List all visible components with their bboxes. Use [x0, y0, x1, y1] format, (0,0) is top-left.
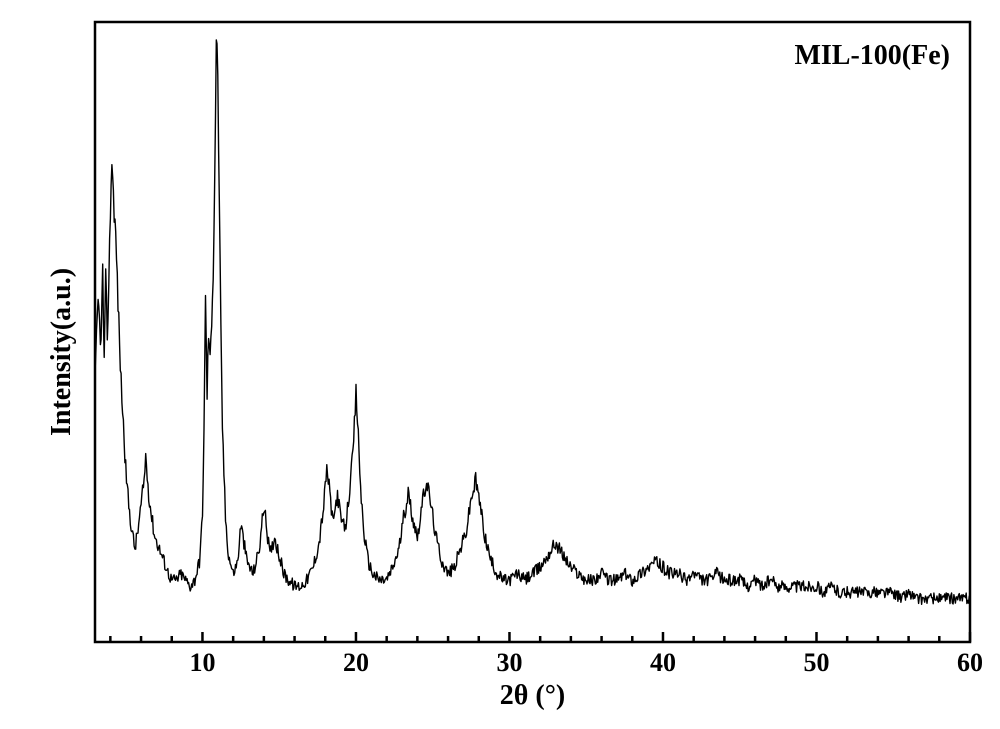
x-tick-label: 50 — [803, 648, 829, 678]
x-tick-label: 10 — [189, 648, 215, 678]
x-tick-label: 60 — [957, 648, 983, 678]
x-tick-label: 30 — [496, 648, 522, 678]
x-axis-label: 2θ (°) — [95, 680, 970, 712]
xrd-figure: Intensity(a.u.) MIL-100(Fe) 102030405060… — [0, 0, 1000, 729]
series-label: MIL-100(Fe) — [794, 40, 950, 72]
x-tick-label: 40 — [650, 648, 676, 678]
x-tick-label: 20 — [343, 648, 369, 678]
plot-svg — [0, 0, 1000, 729]
